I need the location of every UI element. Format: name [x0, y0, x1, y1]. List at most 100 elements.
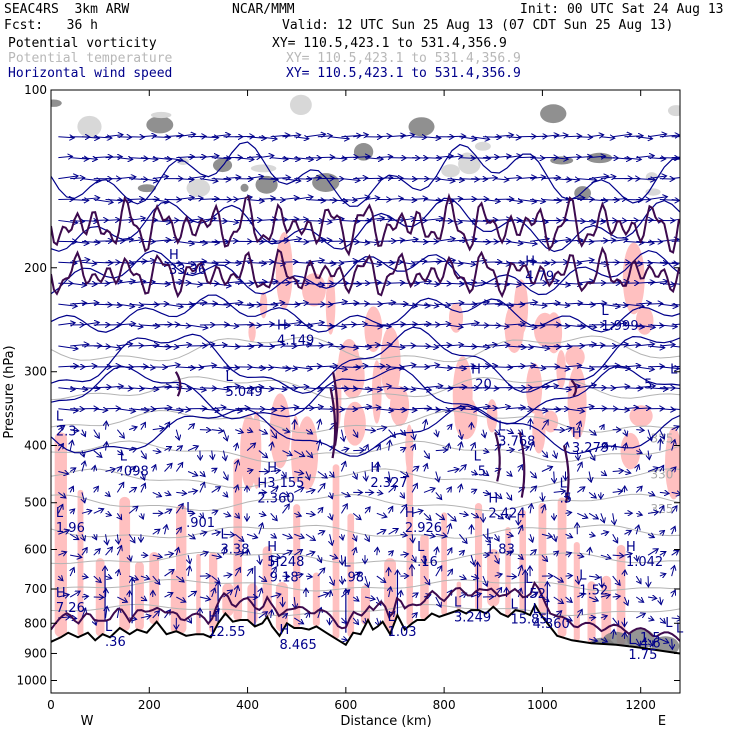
- wind-vector: [376, 575, 386, 582]
- wind-vector: [541, 420, 548, 430]
- wind-vector: [106, 421, 107, 430]
- field-wind-name: Horizontal wind speed: [8, 66, 173, 81]
- wind-vector: [105, 220, 120, 221]
- wind-vector: [69, 591, 80, 598]
- wind-vector: [506, 324, 526, 325]
- wind-vector: [647, 176, 667, 179]
- wind-vector: [376, 513, 387, 517]
- wind-vector: [58, 504, 62, 514]
- wind-vector: [565, 596, 573, 602]
- pv-shading-streak: [332, 464, 340, 639]
- wind-vector: [388, 240, 405, 241]
- wind-vector: [565, 428, 573, 430]
- wind-vector: [577, 179, 596, 181]
- wind-vector: [164, 422, 170, 430]
- wind-vector: [482, 366, 497, 367]
- pv-high-shading: [408, 117, 435, 137]
- pv-extremum-type: L: [670, 362, 678, 377]
- pv-extremum-type: L: [628, 633, 636, 648]
- wind-vector: [518, 241, 537, 244]
- wind-vector: [423, 158, 441, 159]
- wind-vector: [412, 281, 431, 283]
- wind-vector: [188, 566, 190, 577]
- wind-vector: [553, 304, 570, 306]
- pv-shading-streak: [347, 513, 355, 637]
- wind-vector: [671, 550, 679, 555]
- pv-extremum-value: 1.52: [579, 583, 608, 598]
- wind-vector: [412, 241, 428, 242]
- wind-vector: [282, 239, 301, 242]
- wind-vector: [600, 177, 616, 179]
- wind-vector: [577, 555, 583, 557]
- wind-vector: [141, 483, 145, 493]
- wind-vector: [364, 430, 376, 431]
- wind-vector: [388, 135, 406, 136]
- wind-vector: [353, 534, 356, 541]
- pv-shading-blob: [291, 422, 300, 484]
- wind-vector: [494, 406, 511, 408]
- wind-vector: [553, 611, 562, 619]
- wind-vector: [117, 546, 121, 556]
- wind-vector: [447, 325, 463, 327]
- wind-vector: [282, 614, 287, 618]
- wind-vector: [364, 388, 382, 390]
- wind-vector: [341, 555, 342, 565]
- wind-vector: [541, 409, 560, 410]
- wind-vector: [589, 547, 590, 556]
- wind-vector: [341, 261, 357, 263]
- pv-contour: [518, 432, 526, 498]
- wind-vector: [70, 440, 72, 451]
- wind-vector: [377, 547, 378, 556]
- wind-vector: [423, 304, 439, 306]
- wind-vector: [341, 448, 348, 450]
- field-theta-name: Potential temperature: [8, 51, 173, 66]
- wind-vector: [164, 492, 171, 495]
- pv-extremum-type: H: [471, 362, 481, 377]
- pv-contour: [329, 388, 337, 459]
- pv-extremum-value: 1.83: [486, 543, 515, 558]
- wind-vector: [305, 260, 324, 262]
- wind-vector: [294, 367, 312, 369]
- pv-extremum-value: 33.36: [169, 263, 206, 278]
- wind-vector: [659, 304, 678, 306]
- wind-vector: [577, 137, 592, 138]
- wind-vector: [317, 483, 325, 493]
- wind-vector: [176, 179, 194, 180]
- wind-vector: [376, 219, 392, 221]
- pv-extremum-value: 4.149: [277, 334, 314, 349]
- pv-shading-blob: [556, 350, 566, 389]
- wind-vector: [199, 409, 220, 411]
- wind-vector: [459, 429, 462, 440]
- pv-extremum-type: H: [169, 248, 179, 263]
- wind-vector: [672, 467, 676, 472]
- wind-vector: [353, 548, 356, 556]
- wind-vector: [506, 262, 525, 263]
- wind-vector: [636, 513, 642, 515]
- wind-vector: [70, 555, 82, 557]
- wind-vector: [164, 346, 179, 347]
- wind-vector: [471, 443, 475, 451]
- wind-vector: [58, 323, 75, 325]
- wind-vector: [447, 156, 463, 158]
- wind-vector: [530, 220, 548, 222]
- y-tick-label: 900: [24, 646, 47, 660]
- wind-vector: [612, 158, 631, 160]
- wind-vector: [553, 575, 564, 582]
- wind-vector: [424, 464, 427, 472]
- wind-vector: [258, 575, 267, 581]
- wind-vector: [624, 471, 630, 473]
- wind-vector: [105, 200, 124, 201]
- wind-vector: [93, 575, 101, 582]
- wind-vector: [105, 157, 123, 158]
- wind-vector: [305, 322, 324, 325]
- wind-vector: [542, 505, 545, 514]
- wind-vector: [612, 367, 631, 369]
- wind-vector: [471, 158, 490, 159]
- x-tick-label: 400: [236, 698, 259, 712]
- wind-vector: [471, 346, 490, 348]
- pv-extremum-value: 9.18: [270, 571, 299, 586]
- wind-vector: [647, 597, 657, 598]
- wind-vector: [117, 158, 132, 160]
- wind-vector: [554, 471, 555, 482]
